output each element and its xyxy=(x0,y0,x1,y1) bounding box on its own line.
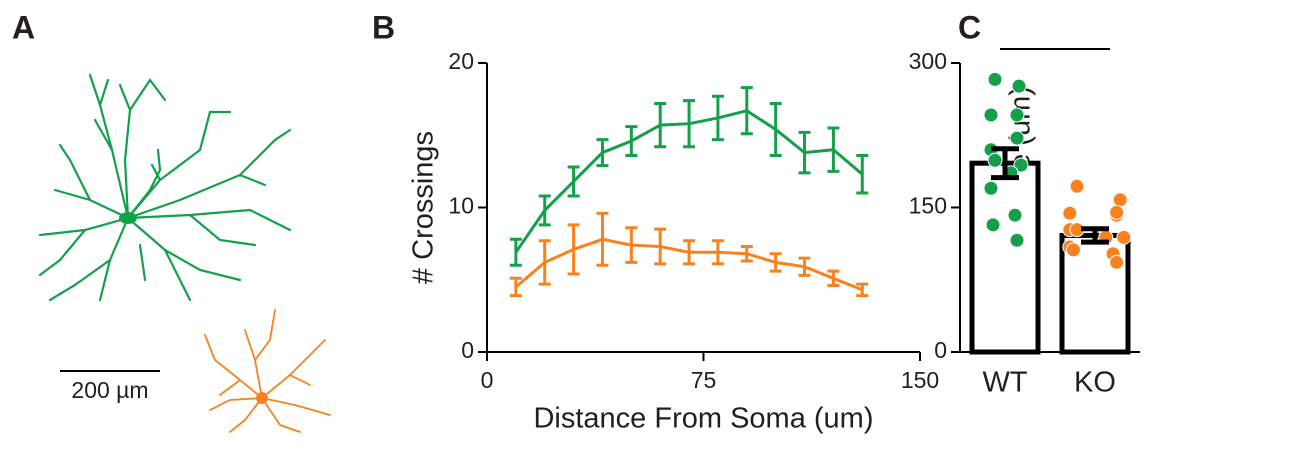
x-tick-label: 75 xyxy=(691,367,717,393)
error-bar xyxy=(711,239,724,266)
bar xyxy=(969,160,1041,355)
error-bar xyxy=(596,211,609,267)
error-bar xyxy=(827,269,840,288)
data-point xyxy=(1007,207,1023,223)
data-point xyxy=(1112,192,1128,208)
y-tick-label: 10 xyxy=(448,193,474,219)
error-bar xyxy=(625,226,638,264)
error-bar xyxy=(509,237,522,267)
error-bar xyxy=(538,194,551,227)
y-tick-label: 0 xyxy=(461,337,474,363)
error-bar xyxy=(683,99,696,149)
error-bar xyxy=(1081,226,1109,245)
y-tick-label: 20 xyxy=(448,48,474,74)
scale-bar-label: 200 µm xyxy=(71,377,148,403)
x-axis-label: Distance From Soma (um) xyxy=(533,403,873,435)
error-bar xyxy=(538,239,551,286)
error-bar xyxy=(798,256,811,277)
error-bar xyxy=(509,276,522,298)
error-bar xyxy=(625,125,638,157)
data-point xyxy=(1011,78,1027,94)
error-bar xyxy=(567,223,580,276)
x-tick-label: KO xyxy=(1074,367,1116,399)
data-point xyxy=(1069,178,1085,194)
y-tick-label: 300 xyxy=(909,48,947,74)
error-bar xyxy=(740,245,753,263)
data-point xyxy=(1116,229,1132,245)
ko-soma xyxy=(256,392,268,404)
data-point xyxy=(1062,205,1078,221)
error-bar xyxy=(711,94,724,142)
wt-neuron xyxy=(38,73,292,302)
error-bar xyxy=(654,101,667,149)
error-bar xyxy=(769,252,782,273)
data-point xyxy=(987,71,1003,87)
error-bar xyxy=(654,227,667,266)
error-bar xyxy=(596,138,609,168)
y-axis-label: # Crossings xyxy=(408,131,440,284)
data-point xyxy=(983,180,999,196)
panel-label: B xyxy=(372,9,395,45)
error-bar xyxy=(798,130,811,175)
x-tick-label: 0 xyxy=(481,367,494,393)
wt-soma xyxy=(119,212,137,224)
error-bar xyxy=(769,101,782,157)
data-point xyxy=(1109,254,1125,270)
x-tick-label: WT xyxy=(982,367,1027,399)
data-point xyxy=(987,152,1003,168)
error-bar xyxy=(740,86,753,136)
error-bar xyxy=(856,282,869,298)
error-bar xyxy=(683,239,696,266)
data-point xyxy=(1065,242,1081,258)
y-tick-label: 150 xyxy=(909,193,947,219)
data-point xyxy=(1009,107,1025,123)
error-bar xyxy=(991,146,1019,181)
panel-label: A xyxy=(12,9,35,45)
error-bar xyxy=(567,165,580,198)
error-bar xyxy=(827,126,840,173)
data-point xyxy=(985,217,1001,233)
panel-label: C xyxy=(958,9,981,45)
data-point xyxy=(1109,204,1125,220)
data-point xyxy=(1009,232,1025,248)
data-point xyxy=(1009,130,1025,146)
data-point xyxy=(1013,157,1029,173)
error-bar xyxy=(856,153,869,195)
data-point xyxy=(983,107,999,123)
y-tick-label: 0 xyxy=(934,337,947,363)
ko-neuron xyxy=(204,309,331,433)
x-tick-label: 150 xyxy=(901,367,939,393)
